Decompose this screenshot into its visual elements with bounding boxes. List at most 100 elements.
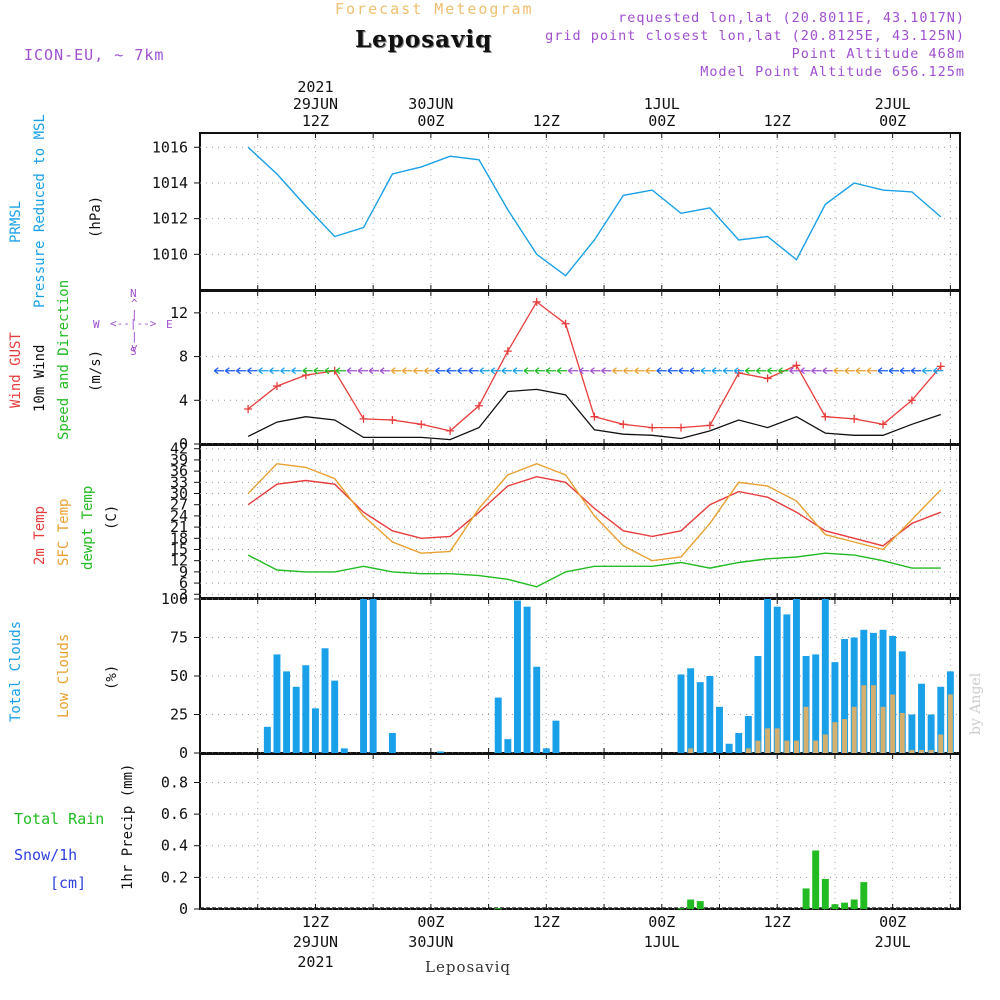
total-cloud-bar [927, 714, 935, 753]
y-tick-label: 0.8 [161, 773, 188, 791]
time-label-bottom-date: 1JUL [644, 933, 680, 951]
wind-direction-arrow [567, 367, 579, 375]
gust-marker [907, 396, 916, 405]
rain-bar [677, 908, 685, 910]
temp-sfc-line [247, 462, 942, 562]
total-cloud-bar [514, 600, 521, 753]
wind-direction-arrow [424, 367, 435, 375]
wind-direction-arrow [866, 367, 877, 375]
grid-point-coords: grid point closest lon,lat (20.8125E, 43… [545, 28, 965, 44]
wind-direction-arrow [789, 367, 800, 375]
y-tick-label: 18 [170, 529, 188, 547]
precip-rain-label: Total Rain [14, 810, 105, 828]
low-cloud-bar [919, 749, 924, 753]
total-cloud-bar [841, 639, 849, 753]
requested-coords: requested lon,lat (20.8011E, 43.1017N) [618, 10, 965, 26]
gust-marker [417, 420, 426, 429]
wind-direction-arrow [446, 367, 457, 375]
wind-direction-arrow [534, 367, 546, 375]
low-cloud-bar [880, 706, 886, 753]
panel-5 [194, 753, 961, 910]
footer-location: Leposaviq [425, 958, 511, 976]
wind-direction-arrow [678, 367, 689, 375]
low-cloud-bar [899, 712, 905, 753]
wind-direction-arrow [811, 367, 822, 375]
model-name: ICON-EU, ~ 7km [24, 46, 165, 64]
y-tick-label: 21 [170, 518, 188, 536]
total-cloud-bar [677, 674, 685, 753]
gust-marker [705, 421, 714, 430]
point-altitude: Point Altitude 468m [791, 46, 965, 62]
time-label-top-date: 30JUN [408, 95, 453, 113]
y-tick-label: 3 [179, 585, 188, 603]
wind-direction-arrow [501, 367, 512, 375]
low-cloud-bar [745, 748, 751, 753]
total-cloud-bar [504, 739, 512, 753]
y-tick-label: 1010 [152, 245, 188, 263]
total-cloud-bar [773, 606, 781, 753]
total-cloud-bar [821, 599, 829, 753]
low-cloud-bar [947, 694, 953, 753]
time-label-bottom-date: 2JUL [875, 933, 911, 951]
total-cloud-bar [850, 637, 858, 753]
wind-direction-arrow [855, 367, 866, 375]
wind-direction-arrow [368, 367, 380, 375]
low-cloud-bar [774, 728, 780, 753]
wind-direction-arrow [280, 367, 291, 375]
wind-direction-arrow [645, 367, 656, 375]
y-tick-label: 50 [170, 667, 188, 685]
total-cloud-bar [360, 599, 368, 753]
total-cloud-bar [311, 708, 319, 753]
total-cloud-bar [388, 732, 396, 753]
gust-marker [244, 405, 253, 414]
time-label-top-hour: 00Z [417, 112, 444, 130]
low-cloud-bar [870, 685, 876, 753]
y-tick-label: 1016 [152, 138, 188, 156]
time-label-bottom-hour: 12Z [764, 913, 791, 931]
total-cloud-bar [812, 654, 820, 753]
wind-direction-arrow [744, 367, 756, 375]
total-cloud-bar [321, 648, 329, 753]
total-cloud-bar [533, 666, 541, 753]
wind-direction-arrow [413, 367, 424, 375]
wind-direction-arrow [910, 367, 922, 375]
time-label-bottom-hour: 00Z [648, 913, 675, 931]
wind-direction-arrow [313, 367, 324, 375]
panel-1 [194, 132, 961, 291]
total-cloud-bar [879, 629, 887, 753]
time-label-top-hour: 12Z [533, 112, 560, 130]
total-cloud-bar [292, 686, 300, 753]
wind-direction-arrow [401, 367, 413, 375]
wind-direction-arrow [390, 367, 402, 375]
wind-direction-arrow [213, 367, 225, 375]
total-cloud-bar [696, 682, 704, 753]
gust-marker [792, 361, 801, 370]
y-tick-label: 0 [179, 900, 188, 918]
low-cloud-bar [803, 706, 809, 753]
time-label-bottom-hour: 00Z [879, 913, 906, 931]
gust-marker [763, 374, 772, 383]
gust-marker [677, 423, 686, 432]
wind-direction-arrow [335, 367, 346, 375]
low-cloud-bar [822, 734, 828, 753]
gust-marker [936, 362, 945, 371]
gust-marker [821, 412, 830, 421]
wind-direction-arrow [468, 367, 479, 375]
time-label-top-hour: 00Z [879, 112, 906, 130]
wind-direction-arrow [512, 367, 523, 375]
gust-marker [272, 382, 281, 391]
wind-direction-arrow [479, 367, 490, 375]
gust-marker [879, 420, 888, 429]
wind-direction-arrow [379, 367, 391, 375]
gust-marker [532, 297, 541, 306]
compass-e: E [166, 318, 173, 331]
wind-direction-arrow [822, 367, 833, 375]
wind-direction-arrow [224, 367, 236, 375]
low-cloud-bar [938, 734, 944, 753]
wind-direction-arrow [711, 367, 723, 375]
total-cloud-bar [687, 668, 695, 753]
total-cloud-bar [937, 686, 945, 753]
rain-bar [494, 908, 502, 910]
rain-bar [802, 888, 810, 909]
